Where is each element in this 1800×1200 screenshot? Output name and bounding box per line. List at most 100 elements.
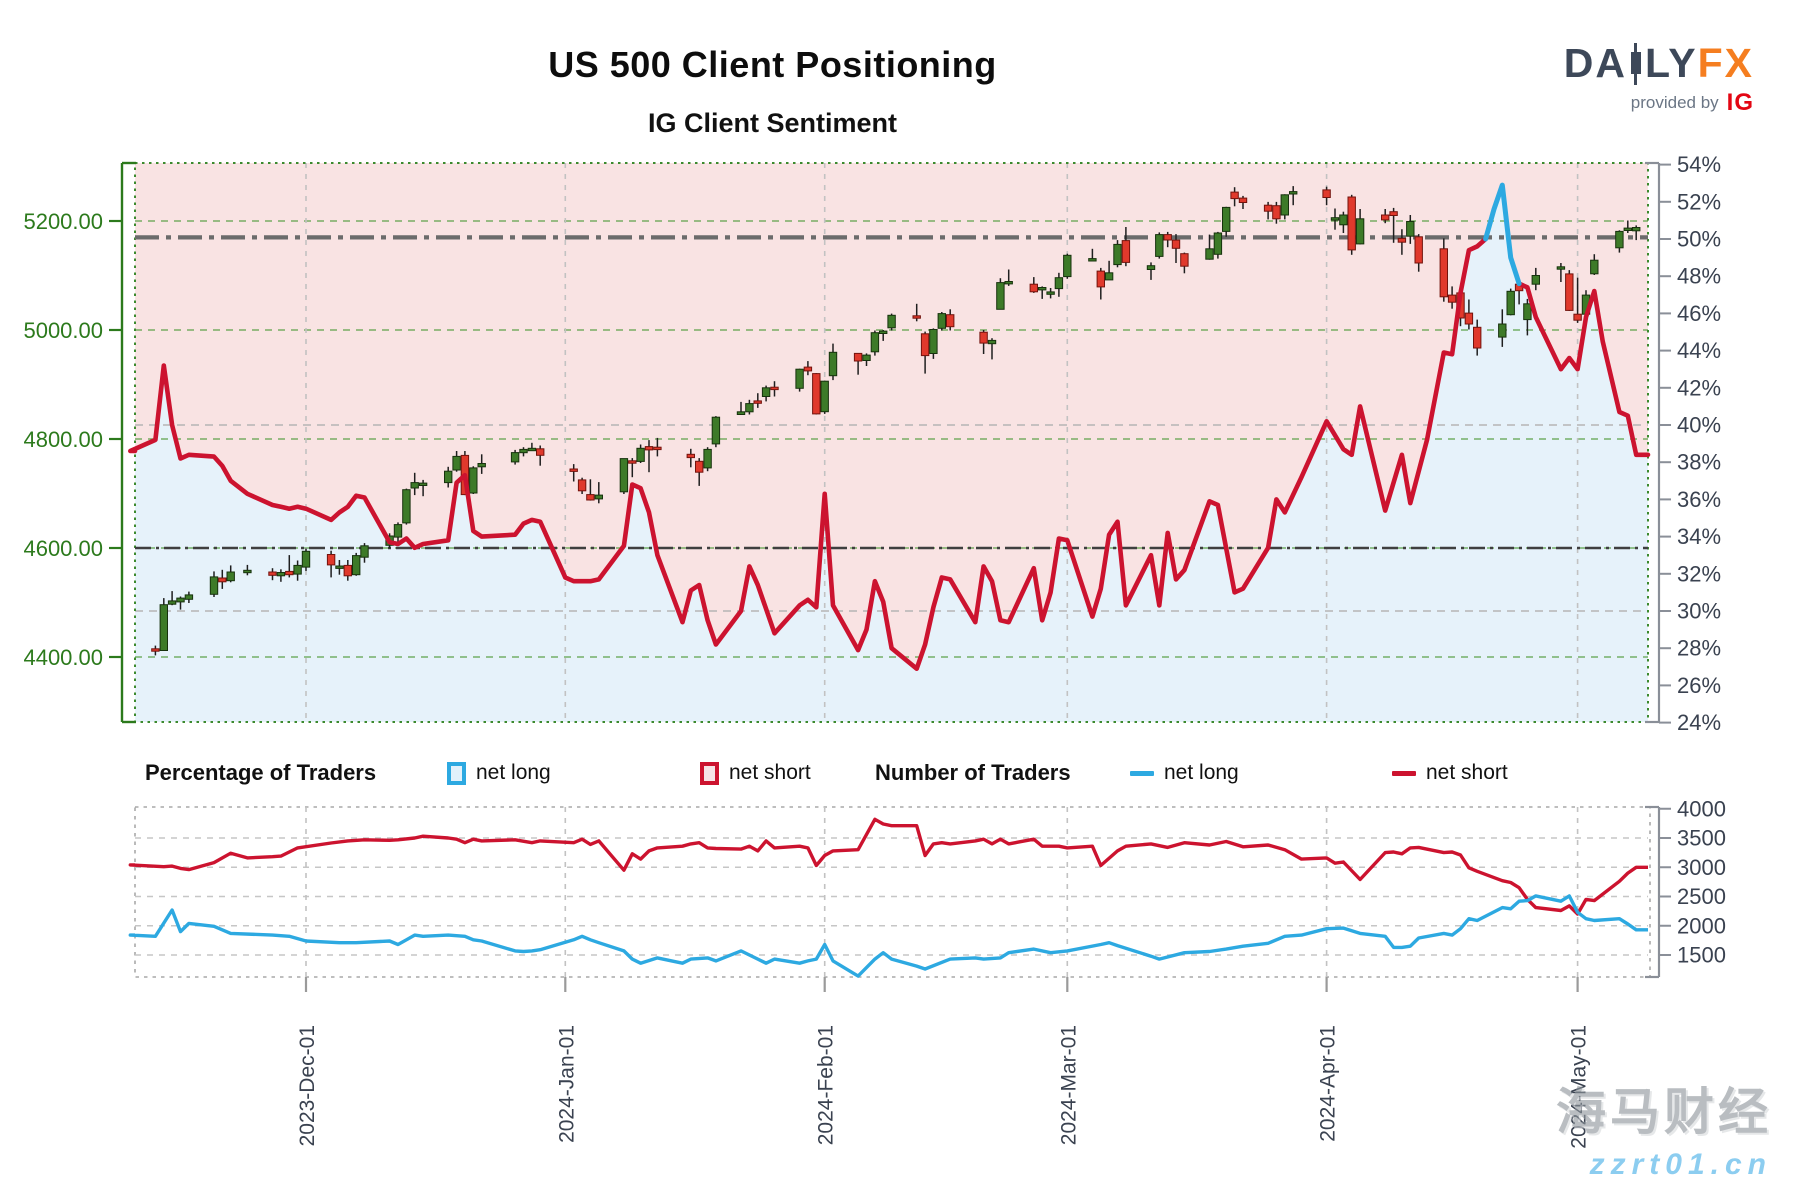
date-tick-label: 2023-Dec-01 xyxy=(296,1025,319,1146)
candle xyxy=(703,448,712,469)
svg-text:4800.00: 4800.00 xyxy=(23,427,103,452)
candle xyxy=(711,416,721,445)
candle xyxy=(1506,290,1515,316)
svg-text:3500: 3500 xyxy=(1677,826,1726,851)
candle xyxy=(770,386,779,391)
candle xyxy=(979,331,988,344)
candle xyxy=(1029,283,1038,293)
candle xyxy=(1272,205,1281,220)
candle xyxy=(987,339,997,345)
legend-pct-net-long: net long xyxy=(447,756,551,790)
candle xyxy=(1389,211,1398,216)
legend-num-label: Number of Traders xyxy=(875,760,1071,785)
candle xyxy=(226,571,235,582)
legend-row: Percentage of Traders net long net short… xyxy=(0,756,1800,794)
candle xyxy=(159,604,169,652)
candle xyxy=(828,351,838,377)
candle xyxy=(393,524,403,538)
net-long-label: net long xyxy=(476,761,551,784)
legend-percentage-of-traders: Percentage of Traders xyxy=(145,756,376,790)
candle xyxy=(1381,214,1390,221)
sentiment-price-grid xyxy=(134,162,1649,723)
candle xyxy=(1163,234,1172,241)
candle xyxy=(1238,197,1248,204)
candle xyxy=(184,594,194,600)
candle xyxy=(1397,237,1407,243)
svg-text:2500: 2500 xyxy=(1677,884,1726,909)
svg-text:32%: 32% xyxy=(1677,561,1721,586)
candle xyxy=(619,458,629,493)
candle xyxy=(887,314,896,329)
net-short-swatch-icon xyxy=(700,761,719,785)
net-short-count-line xyxy=(128,817,1648,916)
candle xyxy=(1632,227,1641,232)
svg-text:52%: 52% xyxy=(1677,189,1721,214)
candle xyxy=(753,400,762,404)
candle xyxy=(686,453,695,459)
candle xyxy=(410,482,419,489)
svg-text:5200.00: 5200.00 xyxy=(23,209,103,234)
candle xyxy=(853,352,863,362)
net-long-percent-line xyxy=(1483,182,1522,287)
svg-text:3000: 3000 xyxy=(1677,855,1726,880)
provided-by-label: provided by xyxy=(1630,93,1719,112)
candle xyxy=(1623,227,1632,232)
candle xyxy=(1205,248,1214,260)
svg-text:26%: 26% xyxy=(1677,673,1721,698)
candle xyxy=(1088,258,1097,262)
legend-count-net-short: net short xyxy=(1392,756,1508,790)
svg-text:28%: 28% xyxy=(1677,636,1721,661)
candle xyxy=(1447,294,1457,303)
candle xyxy=(1104,272,1114,281)
date-axis: 2023-Dec-01 2024-Jan-01 2024-Feb-01 2024-Ma… xyxy=(296,977,1591,1149)
candle xyxy=(920,333,930,357)
candle xyxy=(176,597,185,603)
candle xyxy=(343,564,353,577)
candle xyxy=(335,565,344,569)
candle xyxy=(1038,287,1047,291)
net-short-label: net short xyxy=(729,761,811,784)
candle xyxy=(1406,221,1415,237)
candle xyxy=(1280,194,1289,216)
candle xyxy=(1464,312,1474,325)
count-net-short-label: net short xyxy=(1426,761,1508,784)
candle xyxy=(1498,323,1507,338)
candle xyxy=(862,354,871,362)
candle xyxy=(1096,270,1105,288)
ig-logo: IG xyxy=(1726,89,1754,116)
count-net-long-label: net long xyxy=(1164,761,1239,784)
candle xyxy=(870,332,880,353)
watermark: 海马财经 zzrt01.cn xyxy=(1556,1072,1772,1182)
logo-text-fx: FX xyxy=(1697,40,1754,86)
svg-text:48%: 48% xyxy=(1677,264,1721,289)
candle xyxy=(1355,218,1365,245)
candle xyxy=(1230,191,1239,200)
candle xyxy=(628,460,637,464)
candle xyxy=(1531,275,1540,285)
candle xyxy=(820,380,829,413)
candle xyxy=(418,482,428,487)
dailyfx-logo: DA LY FX provided by IG xyxy=(1564,40,1754,117)
svg-text:1500: 1500 xyxy=(1677,943,1726,968)
candle xyxy=(1113,243,1122,266)
candle xyxy=(510,452,520,463)
candle xyxy=(1146,265,1156,271)
candle xyxy=(636,447,645,462)
candle xyxy=(1054,277,1064,290)
candle xyxy=(1414,236,1423,264)
svg-text:50%: 50% xyxy=(1677,227,1721,252)
candle xyxy=(402,489,411,524)
legend-number-of-traders: Number of Traders xyxy=(875,756,1071,790)
net-long-zone-fill xyxy=(130,185,1648,723)
candle xyxy=(1171,239,1181,249)
candle xyxy=(360,545,369,558)
candle xyxy=(276,572,286,577)
date-tick-label: 2024-Apr-01 xyxy=(1317,1025,1340,1142)
candle xyxy=(1573,313,1582,321)
candle xyxy=(1556,266,1566,270)
svg-text:5000.00: 5000.00 xyxy=(23,318,103,343)
candle xyxy=(1121,240,1131,263)
candle xyxy=(586,494,595,501)
